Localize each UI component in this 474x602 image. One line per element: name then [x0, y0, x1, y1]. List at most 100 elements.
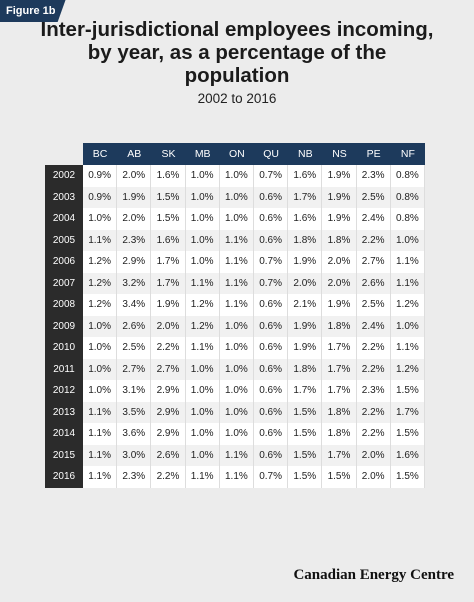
table-cell: 1.0% [390, 229, 425, 251]
table-cell: 0.6% [254, 186, 289, 208]
table-cell: 0.6% [254, 315, 289, 337]
table-cell: 1.8% [322, 229, 357, 251]
table-cell: 0.6% [254, 337, 289, 359]
table-cell: 1.0% [219, 423, 254, 445]
table-cell: 1.8% [322, 423, 357, 445]
table-cell: 1.1% [219, 229, 254, 251]
table-cell: 1.7% [322, 358, 357, 380]
table-cell: 1.6% [288, 208, 323, 230]
table-cell: 1.0% [219, 337, 254, 359]
table-cell: 1.0% [185, 401, 220, 423]
table-cell: 2.9% [151, 380, 186, 402]
row-year: 2011 [45, 358, 83, 380]
table-cell: 1.1% [83, 401, 118, 423]
table-cell: 2.2% [151, 337, 186, 359]
table-cell: 2.0% [288, 272, 323, 294]
table-cell: 1.7% [288, 186, 323, 208]
row-year: 2010 [45, 337, 83, 359]
table-cell: 2.3% [117, 466, 152, 488]
table-cell: 1.8% [288, 358, 323, 380]
table-cell: 2.7% [151, 358, 186, 380]
table-cell: 2.4% [356, 208, 391, 230]
table-cell: 1.1% [219, 444, 254, 466]
table-cell: 1.0% [185, 358, 220, 380]
table-cell: 1.7% [322, 337, 357, 359]
table-cell: 0.7% [254, 165, 289, 187]
table-cell: 1.5% [288, 423, 323, 445]
table-cell: 1.0% [185, 423, 220, 445]
table-cell: 2.9% [117, 251, 152, 273]
row-year: 2013 [45, 401, 83, 423]
table-cell: 2.0% [117, 208, 152, 230]
row-year: 2008 [45, 294, 83, 316]
table-cell: 1.1% [83, 229, 118, 251]
column-header: NS [322, 143, 357, 165]
row-year: 2016 [45, 466, 83, 488]
table-cell: 1.9% [322, 294, 357, 316]
table-cell: 0.8% [390, 186, 425, 208]
table-cell: 1.0% [83, 358, 118, 380]
table-cell: 2.5% [117, 337, 152, 359]
table-cell: 2.9% [151, 401, 186, 423]
table-cell: 1.0% [185, 165, 220, 187]
table-cell: 1.6% [151, 229, 186, 251]
table-cell: 1.7% [322, 380, 357, 402]
table-cell: 1.8% [322, 315, 357, 337]
table-cell: 2.2% [356, 401, 391, 423]
table-cell: 2.0% [322, 272, 357, 294]
table-cell: 1.0% [185, 444, 220, 466]
table-cell: 1.0% [185, 208, 220, 230]
table-cell: 1.9% [288, 251, 323, 273]
subtitle: 2002 to 2016 [197, 91, 277, 106]
table-cell: 1.2% [390, 358, 425, 380]
table-cell: 1.0% [185, 229, 220, 251]
table-cell: 1.7% [390, 401, 425, 423]
table-cell: 2.2% [356, 337, 391, 359]
table-cell: 1.5% [322, 466, 357, 488]
row-year: 2006 [45, 251, 83, 273]
table-cell: 1.9% [322, 186, 357, 208]
table-cell: 0.9% [83, 165, 118, 187]
table-cell: 2.0% [322, 251, 357, 273]
table-cell: 0.6% [254, 423, 289, 445]
table-cell: 1.0% [83, 380, 118, 402]
table-cell: 1.1% [390, 272, 425, 294]
table-cell: 2.9% [151, 423, 186, 445]
table-cell: 1.0% [219, 380, 254, 402]
column-header: PE [356, 143, 391, 165]
table-cell: 1.9% [117, 186, 152, 208]
table-cell: 1.2% [390, 294, 425, 316]
table-cell: 1.5% [151, 186, 186, 208]
column-header: QU [254, 143, 289, 165]
title: Inter-jurisdictional employees incoming,… [40, 18, 434, 87]
table-cell: 1.2% [83, 294, 118, 316]
table-cell: 3.5% [117, 401, 152, 423]
table-cell: 2.4% [356, 315, 391, 337]
table-cell: 0.6% [254, 358, 289, 380]
table-cell: 1.8% [322, 401, 357, 423]
table-cell: 2.1% [288, 294, 323, 316]
table-cell: 2.3% [356, 380, 391, 402]
table-cell: 1.6% [288, 165, 323, 187]
table-cell: 1.0% [83, 208, 118, 230]
table-cell: 3.6% [117, 423, 152, 445]
column-header: NB [288, 143, 323, 165]
table-cell: 2.6% [151, 444, 186, 466]
table-cell: 1.1% [185, 272, 220, 294]
table-cell: 0.6% [254, 229, 289, 251]
table-cell: 1.5% [390, 466, 425, 488]
row-year: 2014 [45, 423, 83, 445]
table-cell: 1.1% [390, 251, 425, 273]
table-cell: 1.0% [185, 186, 220, 208]
table-cell: 2.6% [117, 315, 152, 337]
table-cell: 1.7% [151, 251, 186, 273]
table-cell: 1.9% [322, 165, 357, 187]
table-cell: 1.0% [83, 337, 118, 359]
table-cell: 1.9% [322, 208, 357, 230]
table-cell: 0.6% [254, 294, 289, 316]
brand: Canadian Energy Centre [293, 567, 454, 583]
table-cell: 1.0% [219, 186, 254, 208]
table-cell: 0.7% [254, 466, 289, 488]
table-cell: 1.7% [151, 272, 186, 294]
